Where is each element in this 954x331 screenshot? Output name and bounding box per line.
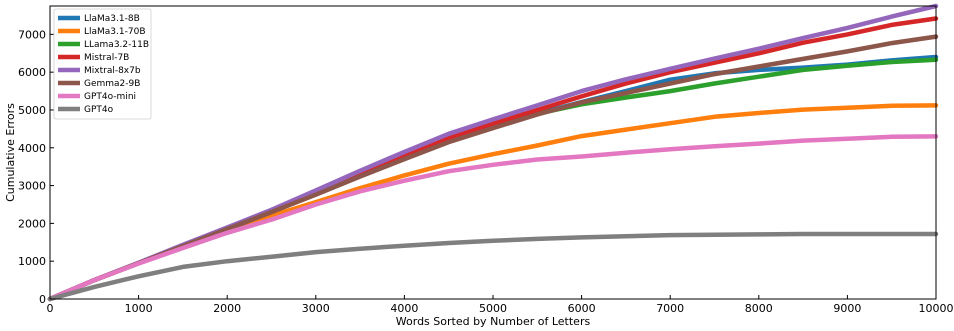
y-tick-label-3: 3000	[18, 180, 46, 193]
y-tick-label-4: 4000	[18, 142, 46, 155]
y-tick-label-0: 0	[39, 293, 46, 306]
x-tick-label-5: 5000	[479, 302, 507, 315]
x-tick-label-9: 9000	[833, 302, 861, 315]
x-tick-label-4: 4000	[390, 302, 418, 315]
legend-box	[53, 8, 152, 120]
series-line-7	[47, 231, 939, 302]
x-tick-label-8: 8000	[745, 302, 773, 315]
series-layer	[47, 3, 939, 302]
y-tick-label-2: 2000	[18, 217, 46, 230]
legend-label-5: Gemma2-9B	[84, 79, 140, 89]
x-tick-label-7: 7000	[656, 302, 684, 315]
ticks-layer: 0 1000 2000 3000 4000 5000 6000 7000 8000 9000 100…	[18, 28, 954, 315]
series-line-1	[47, 103, 939, 302]
series-line-0	[47, 54, 939, 302]
x-tick-label-0: 0	[47, 302, 54, 315]
x-axis-label: Words Sorted by Number of Letters	[396, 315, 591, 328]
legend-label-2: LLama3.2-11B	[84, 40, 149, 50]
y-tick-label-7: 7000	[18, 28, 46, 41]
x-tick-label-1: 1000	[125, 302, 153, 315]
series-line-6	[47, 134, 939, 302]
series-line-2	[47, 57, 939, 302]
y-tick-label-1: 1000	[18, 255, 46, 268]
x-tick-label-2: 2000	[213, 302, 241, 315]
series-line-5	[47, 34, 939, 302]
y-axis-label: Cumulative Errors	[4, 103, 17, 202]
legend-label-1: LlaMa3.1-70B	[84, 27, 146, 37]
y-tick-label-5: 5000	[18, 104, 46, 117]
legend-label-0: LlaMa3.1-8B	[84, 14, 140, 24]
x-tick-label-6: 6000	[568, 302, 596, 315]
legend-label-4: Mixtral-8x7b	[84, 66, 141, 76]
x-tick-label-3: 3000	[302, 302, 330, 315]
legend-label-6: GPT4o-mini	[84, 92, 136, 102]
legend-label-3: Mistral-7B	[84, 53, 129, 63]
legend: LlaMa3.1-8B LlaMa3.1-70B LLama3.2-11B Mistr…	[53, 8, 152, 120]
x-tick-label-10: 10000	[919, 302, 954, 315]
legend-items: LlaMa3.1-8B LlaMa3.1-70B LLama3.2-11B Mistr…	[58, 14, 149, 115]
y-tick-label-6: 6000	[18, 66, 46, 79]
legend-label-7: GPT4o	[84, 105, 114, 115]
